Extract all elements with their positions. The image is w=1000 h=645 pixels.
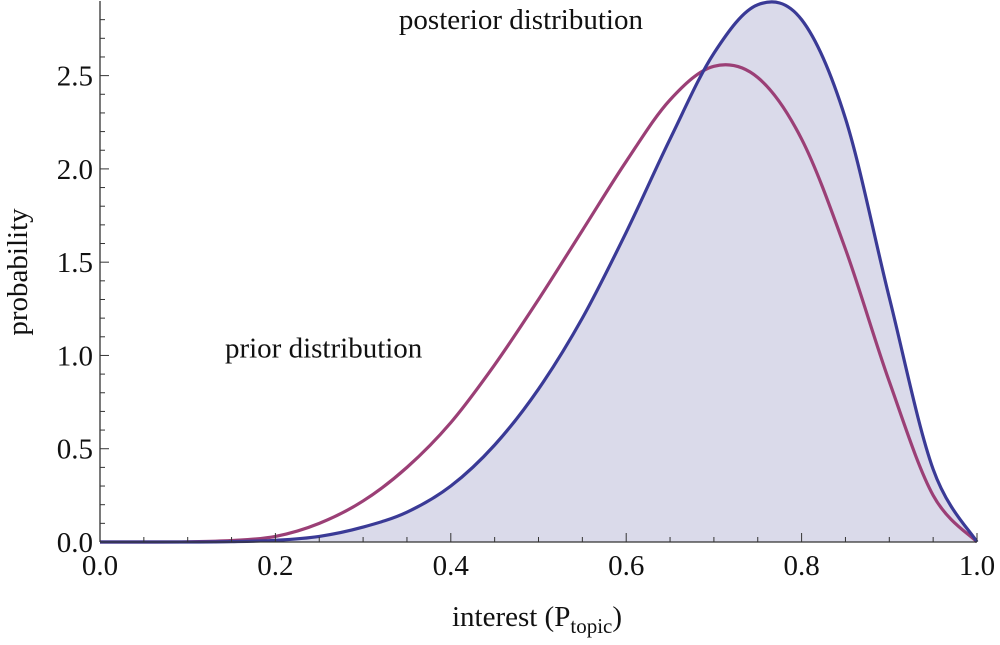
prior-distribution-label: prior distribution — [225, 332, 423, 364]
posterior-fill-area — [100, 1, 977, 543]
plot-layer — [99, 0, 979, 544]
y-tick-label: 0.5 — [57, 434, 93, 466]
x-axis-title-main: interest (P — [452, 601, 570, 633]
posterior-distribution-line — [99, 0, 979, 544]
prior-distribution-line — [99, 63, 979, 544]
y-tick-label: 2.5 — [57, 61, 93, 93]
x-axis-title-subscript: topic — [570, 614, 612, 638]
x-tick-label: 0.2 — [257, 550, 293, 582]
x-axis-title-close: ) — [612, 601, 622, 633]
y-tick-label: 1.5 — [57, 247, 93, 279]
y-axis-title: probability — [2, 208, 34, 336]
x-tick-label: 0.6 — [608, 550, 644, 582]
y-tick-label: 0.0 — [57, 527, 93, 559]
x-tick-label: 0.8 — [783, 550, 819, 582]
axes-layer — [99, 1, 978, 543]
x-tick-label: 1.0 — [959, 550, 995, 582]
x-tick-label: 0.0 — [82, 550, 118, 582]
posterior-distribution-label: posterior distribution — [399, 4, 644, 36]
x-tick-label: 0.4 — [433, 550, 470, 582]
labels-layer: 0.0 0.2 0.4 0.6 0.8 1.0 0.0 0.5 1.0 1.5 2.0 2.5 post… — [57, 4, 995, 582]
x-axis-title: interest (Ptopic) — [452, 601, 622, 638]
y-tick-label: 2.0 — [57, 154, 93, 186]
y-tick-label: 1.0 — [57, 340, 93, 372]
